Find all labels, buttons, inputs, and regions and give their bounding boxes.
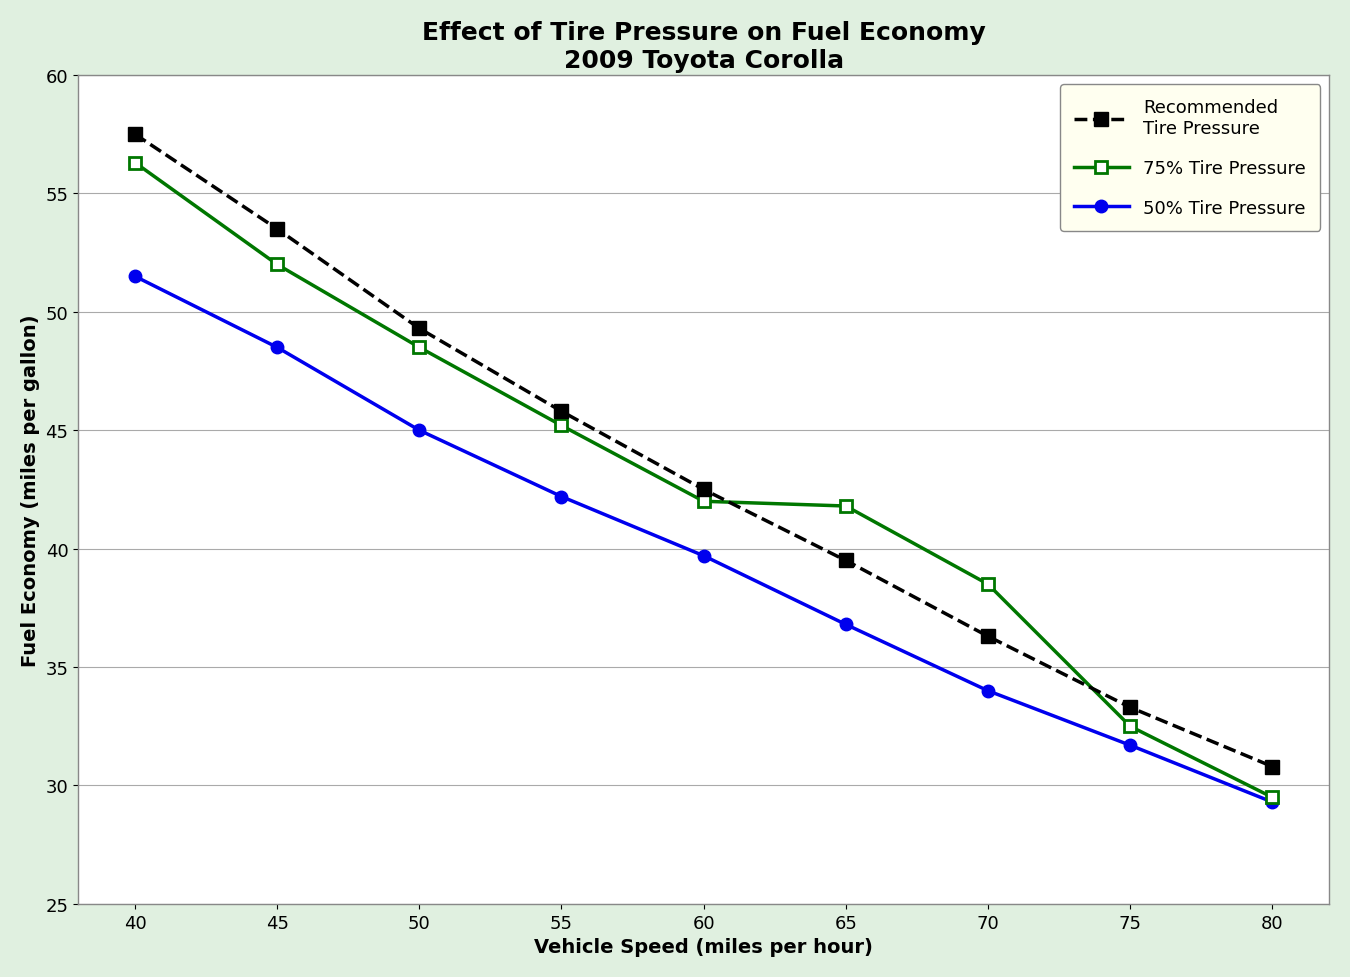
Y-axis label: Fuel Economy (miles per gallon): Fuel Economy (miles per gallon)	[20, 314, 40, 666]
Legend: Recommended
Tire Pressure, 75% Tire Pressure, 50% Tire Pressure: Recommended Tire Pressure, 75% Tire Pres…	[1060, 85, 1320, 232]
Title: Effect of Tire Pressure on Fuel Economy
2009 Toyota Corolla: Effect of Tire Pressure on Fuel Economy …	[421, 21, 986, 72]
X-axis label: Vehicle Speed (miles per hour): Vehicle Speed (miles per hour)	[535, 937, 873, 956]
